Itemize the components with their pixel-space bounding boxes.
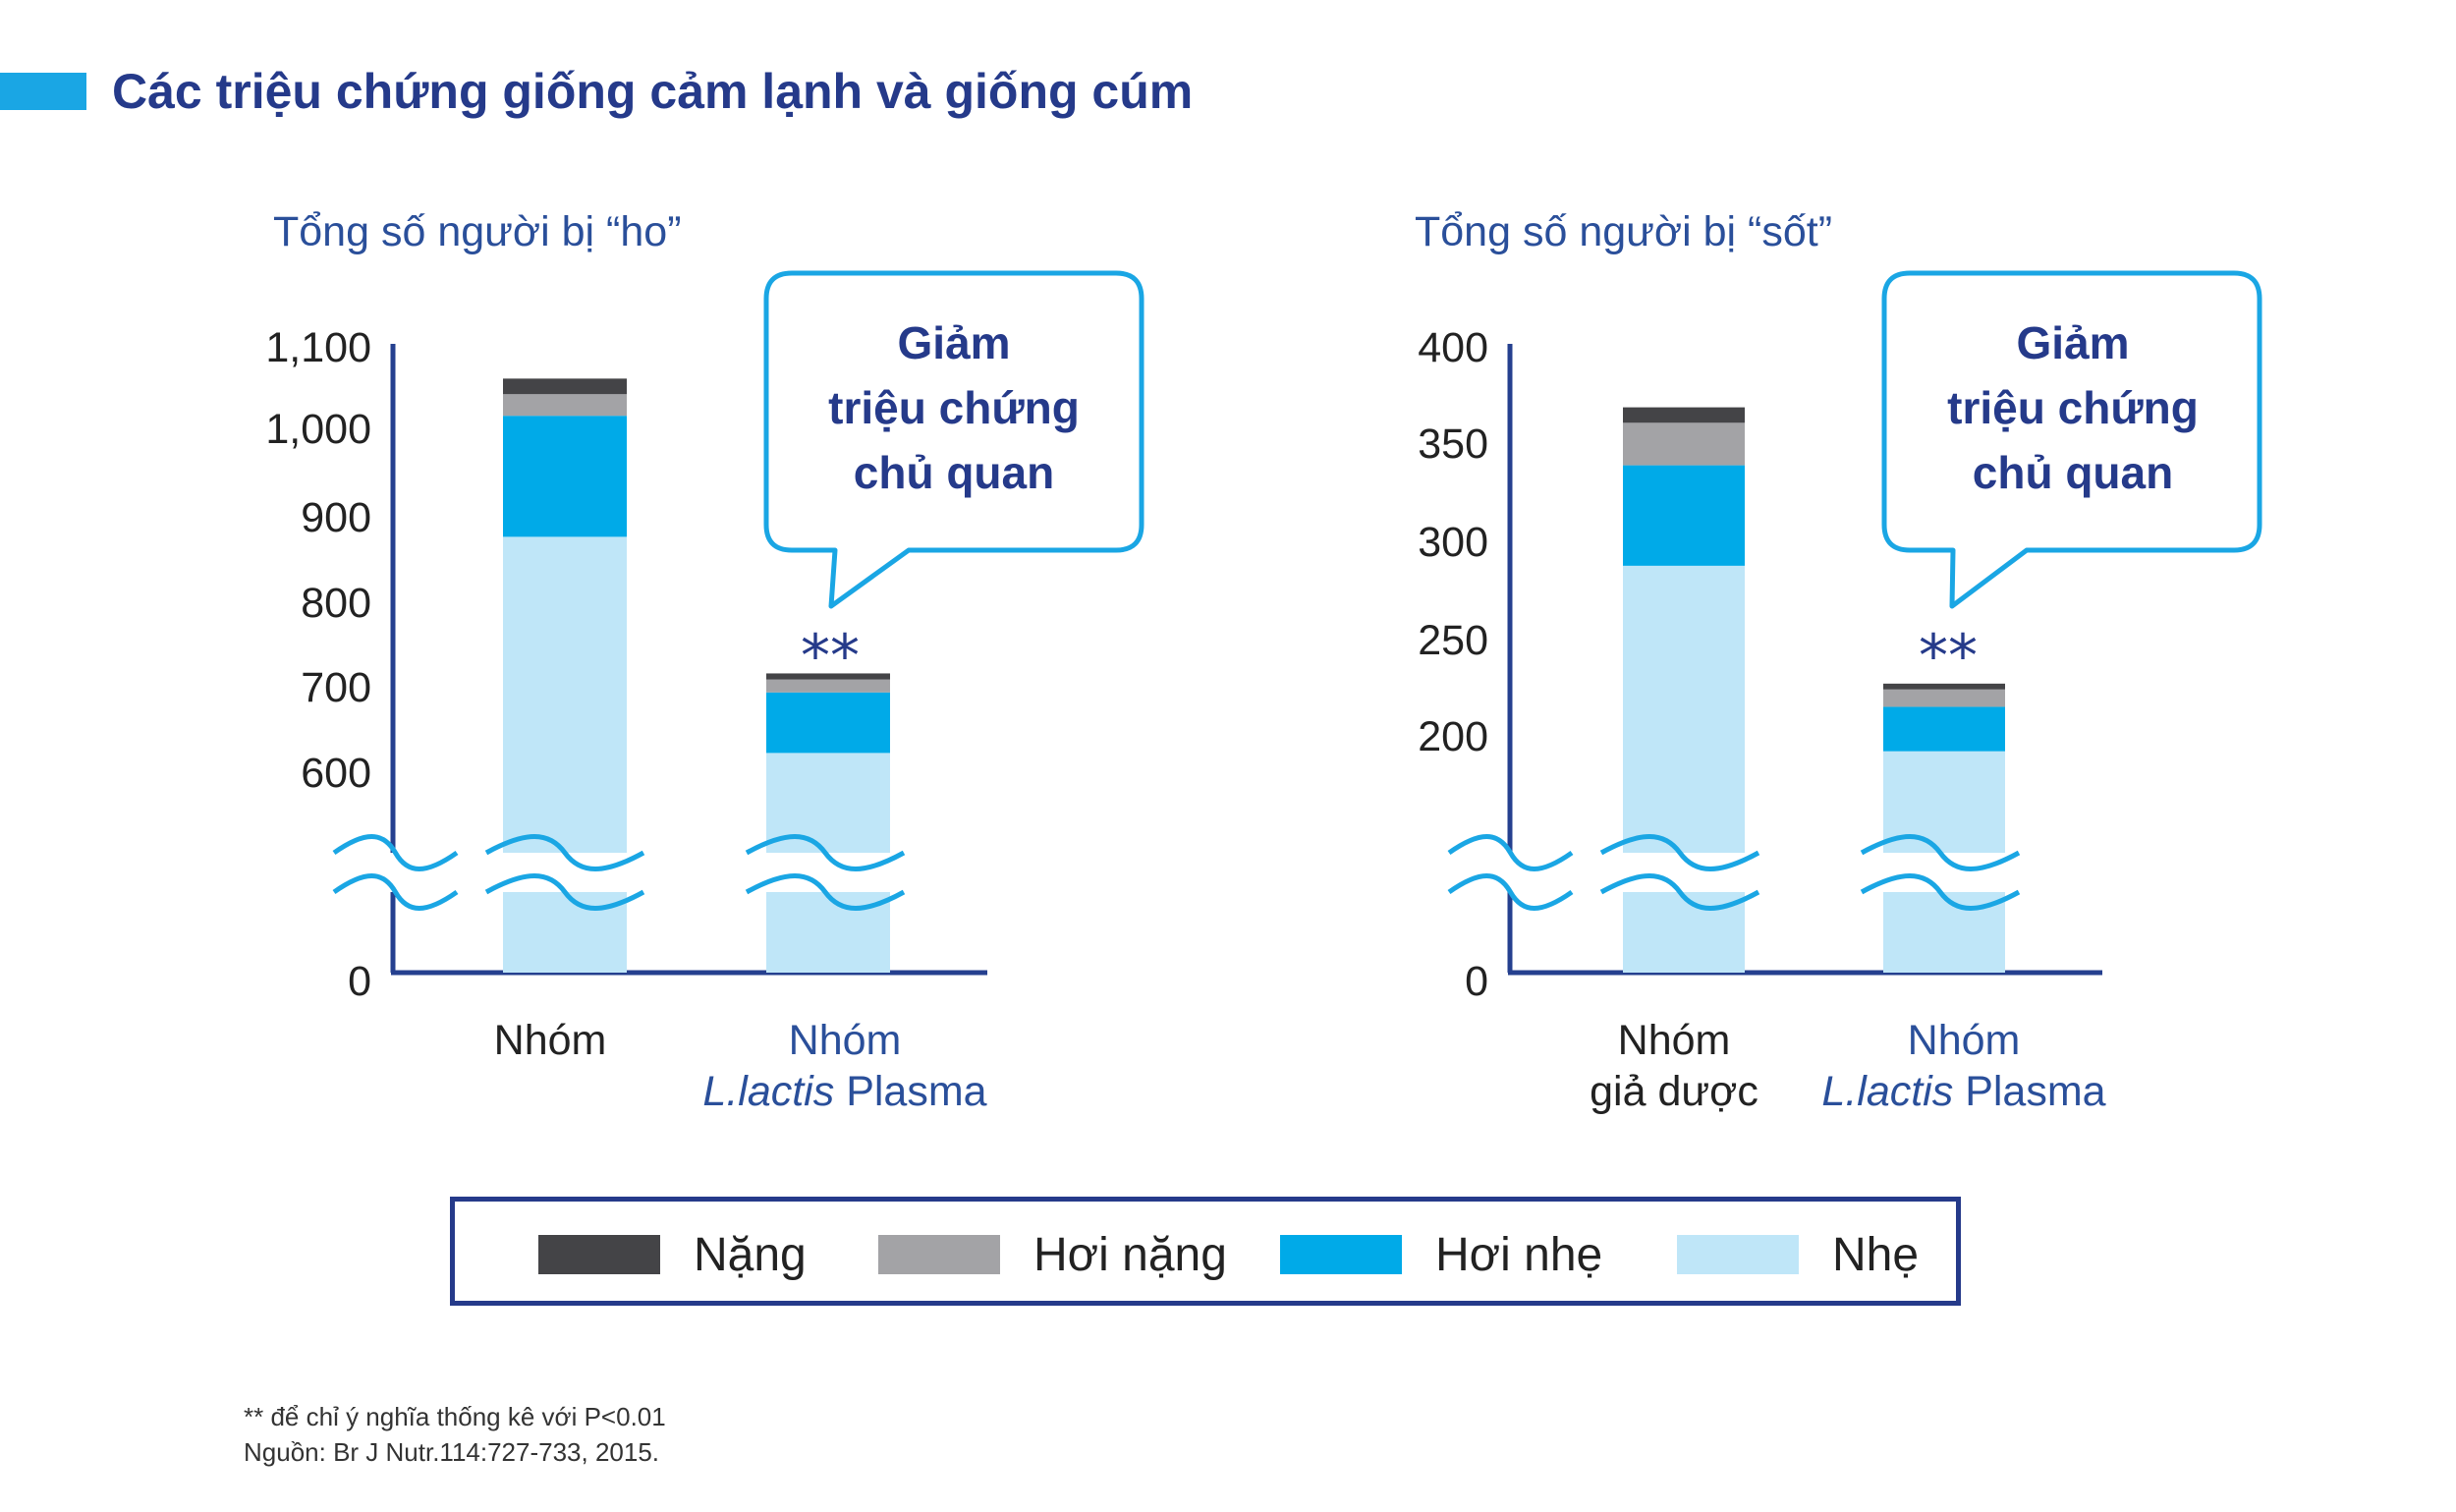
y-tick-label: 600 (301, 750, 371, 797)
category-label: Nhóm (1618, 1017, 1731, 1064)
chart-panel-1: 400 350 300 250 200 0 ** Giảm triệu chứng chủ qua… (1418, 270, 2262, 1115)
callout-bubble (1881, 270, 2262, 609)
y-tick-label: 1,100 (265, 324, 371, 371)
axis-break-gap (747, 853, 904, 892)
y-tick-label: 0 (348, 958, 371, 1005)
y-tick-label: 700 (301, 664, 371, 711)
callout-text-line: triệu chứng (1947, 382, 2199, 433)
axis-break-wave (1447, 873, 1574, 911)
y-tick-label: 400 (1418, 324, 1488, 371)
bar-segment-Nhẹ (503, 536, 627, 973)
axis-break-wave (484, 834, 645, 871)
callout-bubble (763, 270, 1144, 609)
y-tick-label: 800 (301, 580, 371, 627)
significance-marker: ** (801, 622, 860, 691)
legend-item-mild: Nhẹ (1677, 1229, 1919, 1281)
legend-swatch-moderately-mild (1280, 1235, 1402, 1274)
axis-break-gap (486, 853, 643, 892)
y-tick-label: 0 (1465, 958, 1488, 1005)
callout-text-line: chủ quan (854, 447, 1054, 498)
legend-swatch-mild (1677, 1235, 1799, 1274)
axis-break-gap (334, 853, 457, 892)
legend-label-mild: Nhẹ (1832, 1228, 1920, 1281)
category-label-line2: L.lactis Plasma (1821, 1068, 2105, 1115)
legend-label-severe: Nặng (694, 1228, 807, 1281)
page-title: Các triệu chứng giống cảm lạnh và giống … (112, 64, 1194, 119)
legend-label-moderately-mild: Hơi nhẹ (1435, 1228, 1603, 1281)
axis-break-gap (1862, 853, 2019, 892)
bar-segment-Hơi nặng (503, 394, 627, 417)
footnote-source: Nguồn: Br J Nutr.114:727-733, 2015. (244, 1437, 660, 1467)
axis-break (745, 834, 906, 911)
bar-segment-Nặng (766, 673, 890, 680)
callout-text-line: Giảm (897, 317, 1010, 368)
axis-break (332, 834, 459, 911)
callout-text-line: Giảm (2016, 317, 2129, 368)
header-accent-bar (0, 73, 86, 110)
y-tick-label: 350 (1418, 420, 1488, 468)
callout-text-line: triệu chứng (828, 382, 1080, 433)
legend-swatch-moderately-severe (878, 1235, 1000, 1274)
legend-item-moderately-mild: Hơi nhẹ (1280, 1229, 1602, 1281)
axis-break (1860, 834, 2021, 911)
bar-segment-Nặng (503, 378, 627, 395)
legend-swatch-severe (538, 1235, 660, 1274)
legend-item-moderately-severe: Hơi nặng (878, 1229, 1227, 1281)
callout-text-line: chủ quan (1973, 447, 2173, 498)
category-label: Nhóm (494, 1017, 607, 1064)
bar-segment-Hơi nhẹ (766, 692, 890, 754)
chart-panel-0: 1,100 1,000 900 800 700 600 0 ** Giảm triệu chứng… (265, 270, 1144, 1115)
bar-segment-Nhẹ (1623, 565, 1745, 973)
bar-segment-Nặng (1883, 683, 2005, 690)
y-tick-label: 200 (1418, 713, 1488, 760)
bar-segment-Hơi nặng (1883, 689, 2005, 707)
axis-break (1599, 834, 1760, 911)
bar-segment-Hơi nặng (1623, 422, 1745, 466)
category-label-italic: L.lactis (1821, 1068, 1965, 1115)
axis-break-gap (1601, 853, 1758, 892)
category-label-line2: L.lactis Plasma (702, 1068, 986, 1115)
legend-item-severe: Nặng (538, 1229, 807, 1281)
axis-break-wave (745, 873, 906, 911)
bar-segment-Nặng (1623, 407, 1745, 423)
axis-break-wave (1447, 834, 1574, 871)
axis-break-wave (332, 834, 459, 871)
bar-segment-Hơi nhẹ (1883, 706, 2005, 752)
axis-break-wave (1860, 834, 2021, 871)
legend-label-moderately-severe: Hơi nặng (1033, 1228, 1227, 1281)
bar-segment-Hơi nhẹ (1623, 465, 1745, 566)
significance-marker: ** (1919, 622, 1978, 691)
axis-break (484, 834, 645, 911)
y-tick-label: 300 (1418, 519, 1488, 566)
category-label-rest: Plasma (846, 1068, 986, 1115)
bar-segment-Hơi nhẹ (503, 416, 627, 537)
category-label-line2: giả dược (1590, 1068, 1758, 1115)
footnote-significance: ** để chỉ ý nghĩa thống kê với P<0.01 (244, 1402, 666, 1431)
y-tick-label: 250 (1418, 617, 1488, 664)
y-tick-label: 1,000 (265, 406, 371, 453)
legend: Nặng Hơi nặng Hơi nhẹ Nhẹ (450, 1197, 1961, 1306)
axis-break-wave (1599, 834, 1760, 871)
axis-break-wave (332, 873, 459, 911)
category-label-italic: L.lactis (702, 1068, 846, 1115)
axis-break-wave (1860, 873, 2021, 911)
axis-break (1447, 834, 1574, 911)
category-label: Nhóm (1908, 1017, 2021, 1064)
category-label-rest: Plasma (1965, 1068, 2105, 1115)
chart-title-cough: Tổng số người bị “ho” (273, 208, 682, 255)
axis-break-wave (484, 873, 645, 911)
axis-break-gap (1449, 853, 1572, 892)
chart-title-fever: Tổng số người bị “sốt” (1415, 208, 1833, 255)
bar-segment-Hơi nặng (766, 679, 890, 693)
stacked-bar-charts: 1,100 1,000 900 800 700 600 0 ** Giảm triệu chứng… (265, 270, 2262, 1115)
y-tick-label: 900 (301, 494, 371, 541)
axis-break-wave (745, 834, 906, 871)
axis-break-wave (1599, 873, 1760, 911)
category-label: Nhóm (789, 1017, 902, 1064)
